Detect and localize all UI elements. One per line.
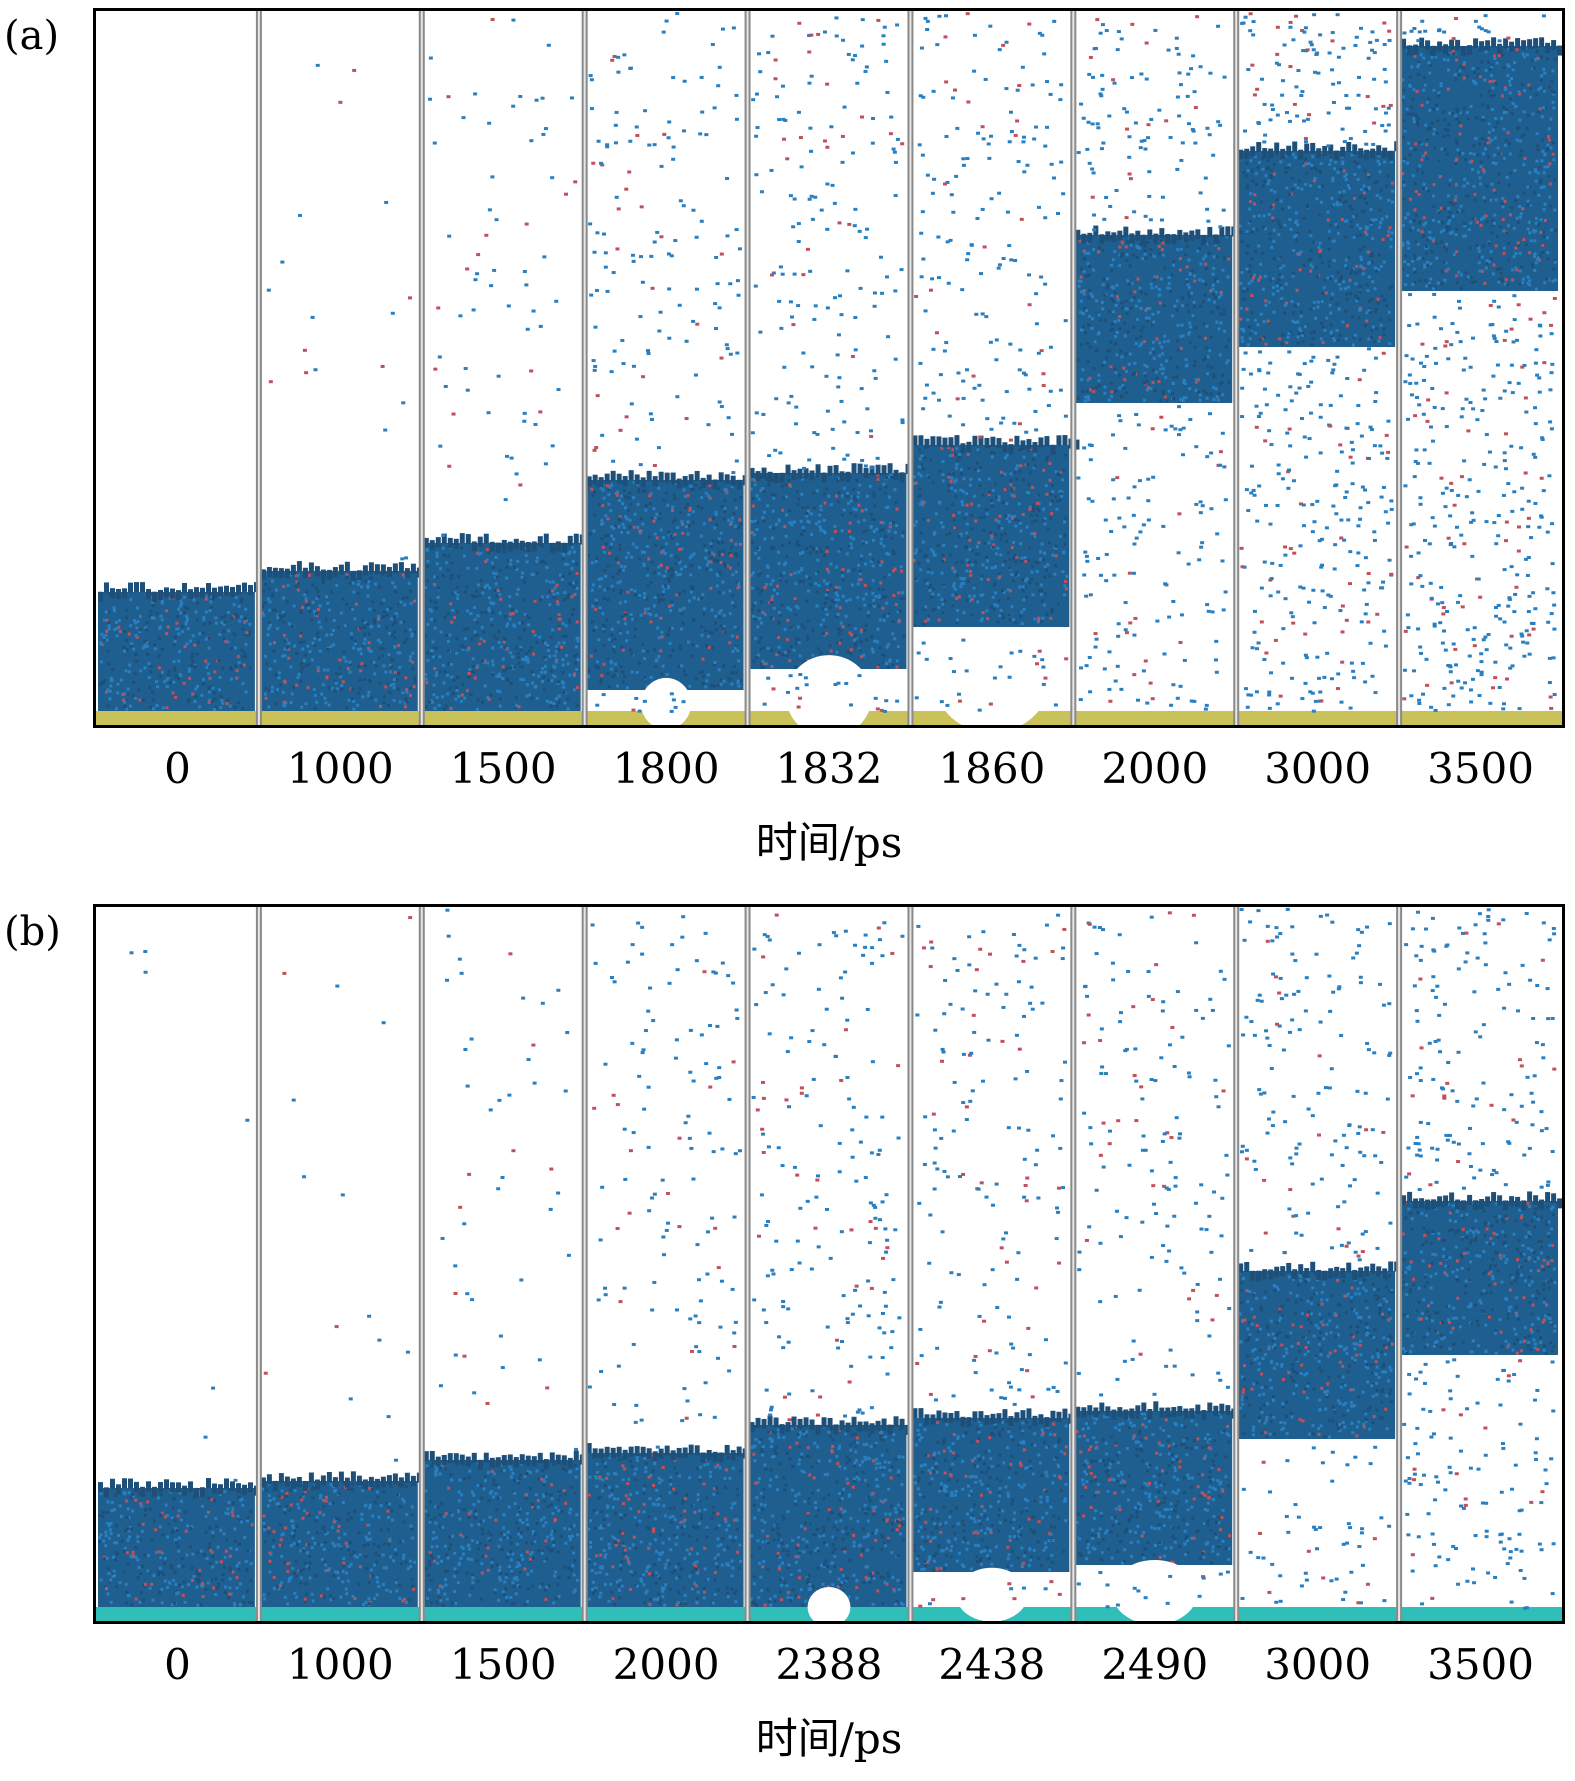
time-tick-1500: 1500 (449, 744, 557, 793)
snapshot-frame-3500 (1401, 14, 1562, 712)
time-tick-3500: 3500 (1427, 744, 1534, 793)
time-tick-0: 0 (164, 744, 191, 793)
vapor-bubble (641, 677, 692, 725)
snapshot-frame-1832 (749, 16, 917, 725)
time-tick-2000: 2000 (612, 1640, 720, 1689)
time-tick-0: 0 (164, 1640, 191, 1689)
panel-a-snapshots (93, 8, 1565, 728)
vapor-bubble (786, 655, 872, 725)
time-tick-2000: 2000 (1101, 744, 1209, 793)
snapshot-frame-2490 (1075, 911, 1243, 1621)
panel-b-snapshots (93, 904, 1565, 1624)
snapshot-frame-2388 (749, 913, 917, 1621)
panel-b-label: (b) (4, 909, 61, 955)
panel-b-simulation-image (96, 907, 1562, 1621)
vapor-bubble (934, 630, 1050, 725)
snapshot-frame-0 (98, 949, 265, 1607)
panel-a-label: (a) (4, 13, 60, 59)
snapshot-frame-3000 (1238, 907, 1406, 1605)
panel-b-xlabel: 时间/ps (755, 1714, 903, 1763)
snapshot-frame-0 (98, 582, 265, 711)
time-tick-3000: 3000 (1264, 1640, 1372, 1689)
snapshot-frame-3000 (1238, 12, 1406, 713)
time-tick-2490: 2490 (1101, 1640, 1209, 1689)
snapshot-frame-2000 (586, 915, 754, 1607)
vapor-bubble (956, 1567, 1028, 1621)
liquid-film (1075, 1411, 1233, 1565)
time-tick-2388: 2388 (775, 1640, 883, 1689)
snapshot-frame-1800 (586, 12, 754, 725)
snapshot-frame-1000 (260, 916, 428, 1607)
time-tick-1860: 1860 (938, 744, 1046, 793)
time-tick-3500: 3500 (1427, 1640, 1534, 1689)
snapshot-frame-3500 (1401, 908, 1562, 1610)
time-tick-3000: 3000 (1264, 744, 1372, 793)
liquid-film (1238, 151, 1396, 347)
panel-a-simulation-image (96, 11, 1562, 725)
liquid-film (1075, 235, 1233, 403)
panel-a-xlabel: 时间/ps (755, 818, 903, 867)
vapor-bubble (1111, 1559, 1198, 1621)
time-tick-1800: 1800 (612, 744, 720, 793)
snapshot-frame-2000 (1075, 15, 1243, 711)
vapor-bubble (807, 1587, 851, 1621)
snapshot-frame-1500 (423, 18, 591, 711)
time-tick-1000: 1000 (286, 744, 394, 793)
time-tick-1832: 1832 (775, 744, 883, 793)
snapshot-frame-1860 (912, 12, 1080, 725)
liquid-film (423, 543, 581, 711)
snapshot-frame-1500 (423, 908, 591, 1607)
time-tick-2438: 2438 (938, 1640, 1046, 1689)
time-tick-1500: 1500 (449, 1640, 557, 1689)
snapshot-frame-2438 (912, 913, 1080, 1621)
time-tick-1000: 1000 (286, 1640, 394, 1689)
snapshot-frame-1000 (260, 63, 428, 711)
